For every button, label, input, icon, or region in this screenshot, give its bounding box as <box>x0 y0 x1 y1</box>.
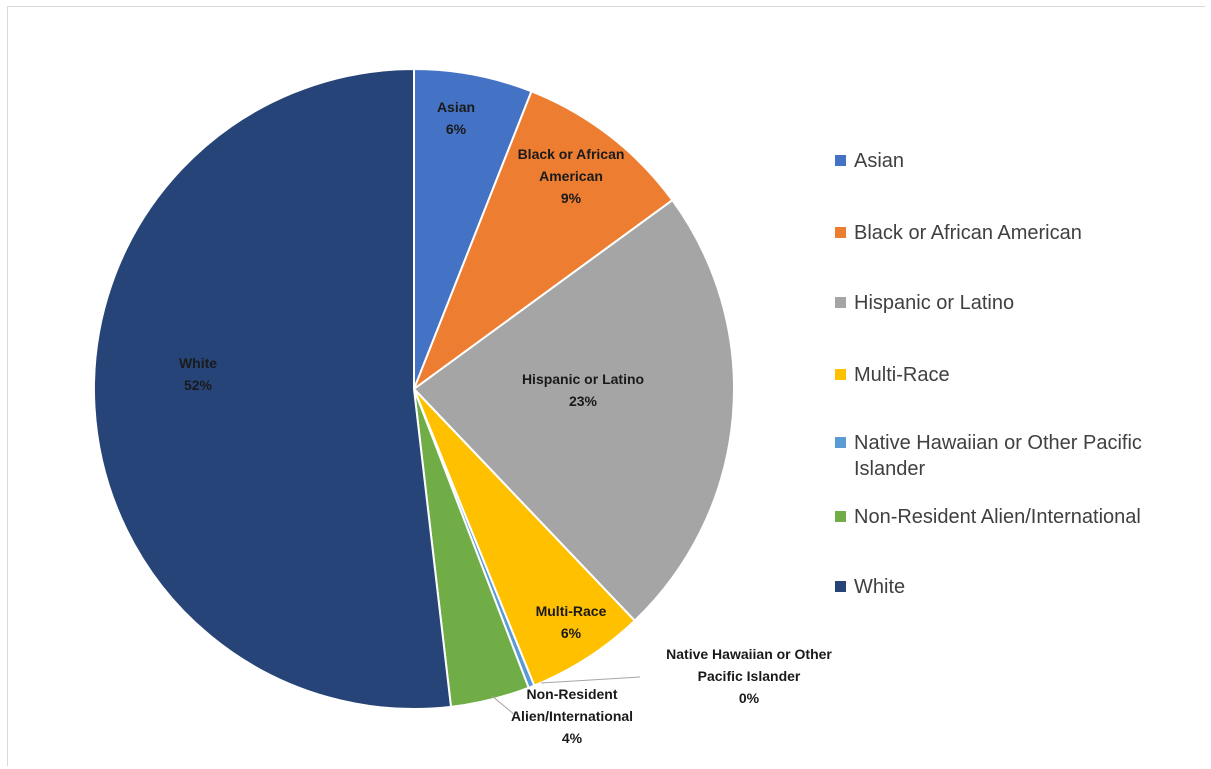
chart-area <box>7 6 1205 766</box>
legend-item-native-hawaiian-or-other-pacific-islander: Native Hawaiian or Other Pacific Islande… <box>835 430 1204 482</box>
leader-lines <box>491 676 641 716</box>
legend-swatch <box>835 581 846 592</box>
data-label-multi-race: Multi-Race 6% <box>536 603 607 641</box>
legend-label: Non-Resident Alien/International <box>854 506 1141 528</box>
legend-label: Hispanic or Latino <box>854 292 1015 314</box>
data-label-hispanic-or-latino: Hispanic or Latino 23% <box>522 371 644 409</box>
leader-line-native-hawaiian-or-other-pacific-islander <box>540 676 641 684</box>
data-label-native-hawaiian-or-other-pacific-islander: Native Hawaiian or Other Pacific Islander… <box>666 646 832 706</box>
pie-slice-multi-race <box>413 388 637 687</box>
pie-slice-white <box>92 67 453 710</box>
legend-label: Asian <box>854 150 905 172</box>
legend-swatch <box>835 227 846 238</box>
data-label-white: White 52% <box>179 355 217 393</box>
legend-item-black-or-african-american: Black or African American <box>835 220 1204 246</box>
legend-item-asian: Asian <box>835 148 1204 174</box>
data-label-non-resident-alien-international: Non-Resident Alien/International 4% <box>511 686 633 746</box>
data-label-asian: Asian 6% <box>437 99 475 137</box>
data-labels: Asian 6% Black or African American 9% Hispani… <box>179 99 832 746</box>
legend-swatch <box>835 437 846 448</box>
legend-item-hispanic-or-latino: Hispanic or Latino <box>835 290 1204 316</box>
data-label-black-or-african-american: Black or African American 9% <box>518 146 625 206</box>
legend-item-white: White <box>835 574 1204 600</box>
pie-slices <box>92 67 735 710</box>
pie-slice-asian <box>413 67 533 390</box>
legend-label: Black or African American <box>854 222 1082 244</box>
legend-label: Native Hawaiian or Other Pacific Islande… <box>854 432 1142 480</box>
pie-slice-hispanic-or-latino <box>412 198 735 623</box>
legend-label: Multi-Race <box>854 364 950 386</box>
leader-line-non-resident-alien-international <box>491 695 516 716</box>
legend-item-multi-race: Multi-Race <box>835 362 1204 388</box>
legend-label: White <box>854 576 906 598</box>
legend-item-non-resident-alien-international: Non-Resident Alien/International <box>835 504 1204 530</box>
pie-slice-black-or-african-american <box>411 90 674 392</box>
legend-swatch <box>835 369 846 380</box>
legend-swatch <box>835 511 846 522</box>
legend-swatch <box>835 297 846 308</box>
legend-swatch <box>835 155 846 166</box>
